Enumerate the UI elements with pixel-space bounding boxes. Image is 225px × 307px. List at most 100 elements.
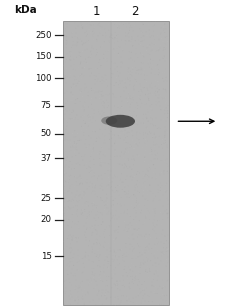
Point [104,198,108,203]
Point [63,190,66,195]
Point [129,226,132,231]
Point [90,106,94,111]
Point [142,262,146,266]
Point [143,179,146,184]
Point [134,19,137,24]
Point [138,26,142,31]
Point [128,125,131,130]
Point [105,115,108,120]
Point [112,203,115,208]
Point [121,170,125,175]
Point [100,164,103,169]
Point [143,203,146,208]
Point [159,59,162,64]
Point [111,202,115,207]
Point [115,239,119,244]
Point [142,293,145,298]
Point [164,76,168,81]
Point [136,201,140,206]
Point [90,52,93,57]
Point [76,286,79,290]
Point [66,189,69,194]
Point [127,126,131,130]
Point [106,122,110,126]
Point [74,301,78,306]
Point [126,101,130,106]
Point [163,90,167,95]
Point [107,21,110,26]
Point [120,171,123,176]
Point [114,228,118,233]
Point [136,52,140,57]
Point [77,172,81,177]
Point [106,255,109,260]
Point [79,227,83,232]
Point [115,75,118,80]
Point [140,145,144,150]
Point [121,258,124,262]
Point [140,234,144,239]
Point [95,139,98,144]
Point [159,158,163,163]
Point [70,247,73,252]
Point [82,107,86,112]
Point [92,242,96,247]
Point [119,248,122,253]
Point [93,203,97,208]
Point [116,191,119,196]
Point [146,271,149,276]
Point [83,193,87,198]
Point [92,200,95,205]
Point [92,128,96,133]
Point [142,296,146,301]
Point [142,181,145,185]
Point [82,287,86,292]
Point [97,50,101,55]
Point [99,260,103,265]
Point [95,277,99,282]
Point [104,56,108,61]
Point [123,161,127,166]
Point [117,82,120,87]
Point [65,74,69,79]
Point [153,207,156,212]
Point [164,247,167,251]
Point [146,107,149,112]
Point [154,284,157,289]
Point [143,29,146,34]
Point [136,185,139,189]
Point [157,46,160,51]
Point [133,188,137,192]
Point [140,68,144,72]
Point [152,157,155,161]
Point [113,147,117,152]
Point [145,255,148,260]
Point [107,64,111,68]
Point [129,44,133,49]
Point [99,53,103,58]
Point [94,228,98,233]
Point [85,253,88,258]
Point [148,181,152,185]
Point [75,175,79,180]
Point [64,290,68,294]
Point [154,103,157,107]
Point [106,210,110,215]
Point [131,133,134,138]
Point [96,237,99,242]
Point [123,209,126,214]
Point [166,164,170,169]
Point [138,226,142,231]
Point [146,270,149,275]
Point [90,237,94,242]
Point [127,21,131,26]
Point [160,69,164,74]
Point [127,236,131,241]
Text: 50: 50 [41,129,52,138]
Point [148,188,152,193]
Point [104,296,108,301]
Point [129,23,132,28]
Point [100,81,104,86]
Point [80,39,83,44]
Point [153,211,157,216]
